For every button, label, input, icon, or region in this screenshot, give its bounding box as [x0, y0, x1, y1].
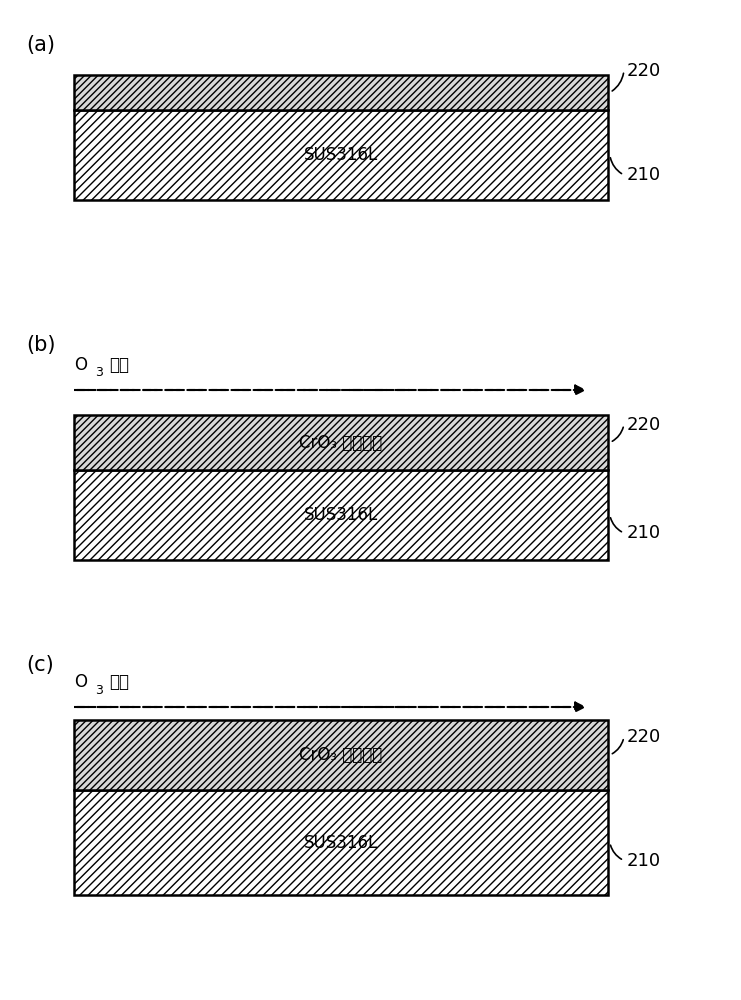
- Text: (a): (a): [26, 35, 55, 55]
- Bar: [74, 110, 608, 200]
- Text: 3: 3: [95, 366, 103, 379]
- Text: (b): (b): [26, 335, 56, 355]
- Bar: [74, 720, 608, 790]
- Text: 210: 210: [626, 166, 660, 184]
- Text: 3: 3: [95, 684, 103, 696]
- Text: 220: 220: [626, 416, 660, 434]
- Text: (c): (c): [26, 655, 53, 675]
- Text: CrO₃ 膜的生长: CrO₃ 膜的生长: [299, 746, 382, 764]
- Bar: [74, 470, 608, 560]
- Text: SUS316L: SUS316L: [304, 146, 378, 164]
- Bar: [74, 75, 608, 110]
- Text: 气体: 气体: [110, 356, 130, 374]
- Text: O: O: [74, 356, 87, 374]
- Text: 220: 220: [626, 728, 660, 746]
- Text: 220: 220: [626, 62, 660, 80]
- Text: SUS316L: SUS316L: [304, 506, 378, 524]
- Text: 210: 210: [626, 852, 660, 869]
- Text: CrO₃ 膜的生长: CrO₃ 膜的生长: [299, 434, 382, 452]
- Text: 210: 210: [626, 524, 660, 542]
- Text: SUS316L: SUS316L: [304, 834, 378, 852]
- Bar: [74, 790, 608, 895]
- Text: O: O: [74, 673, 87, 691]
- Text: 气体: 气体: [110, 673, 130, 691]
- Bar: [74, 415, 608, 470]
